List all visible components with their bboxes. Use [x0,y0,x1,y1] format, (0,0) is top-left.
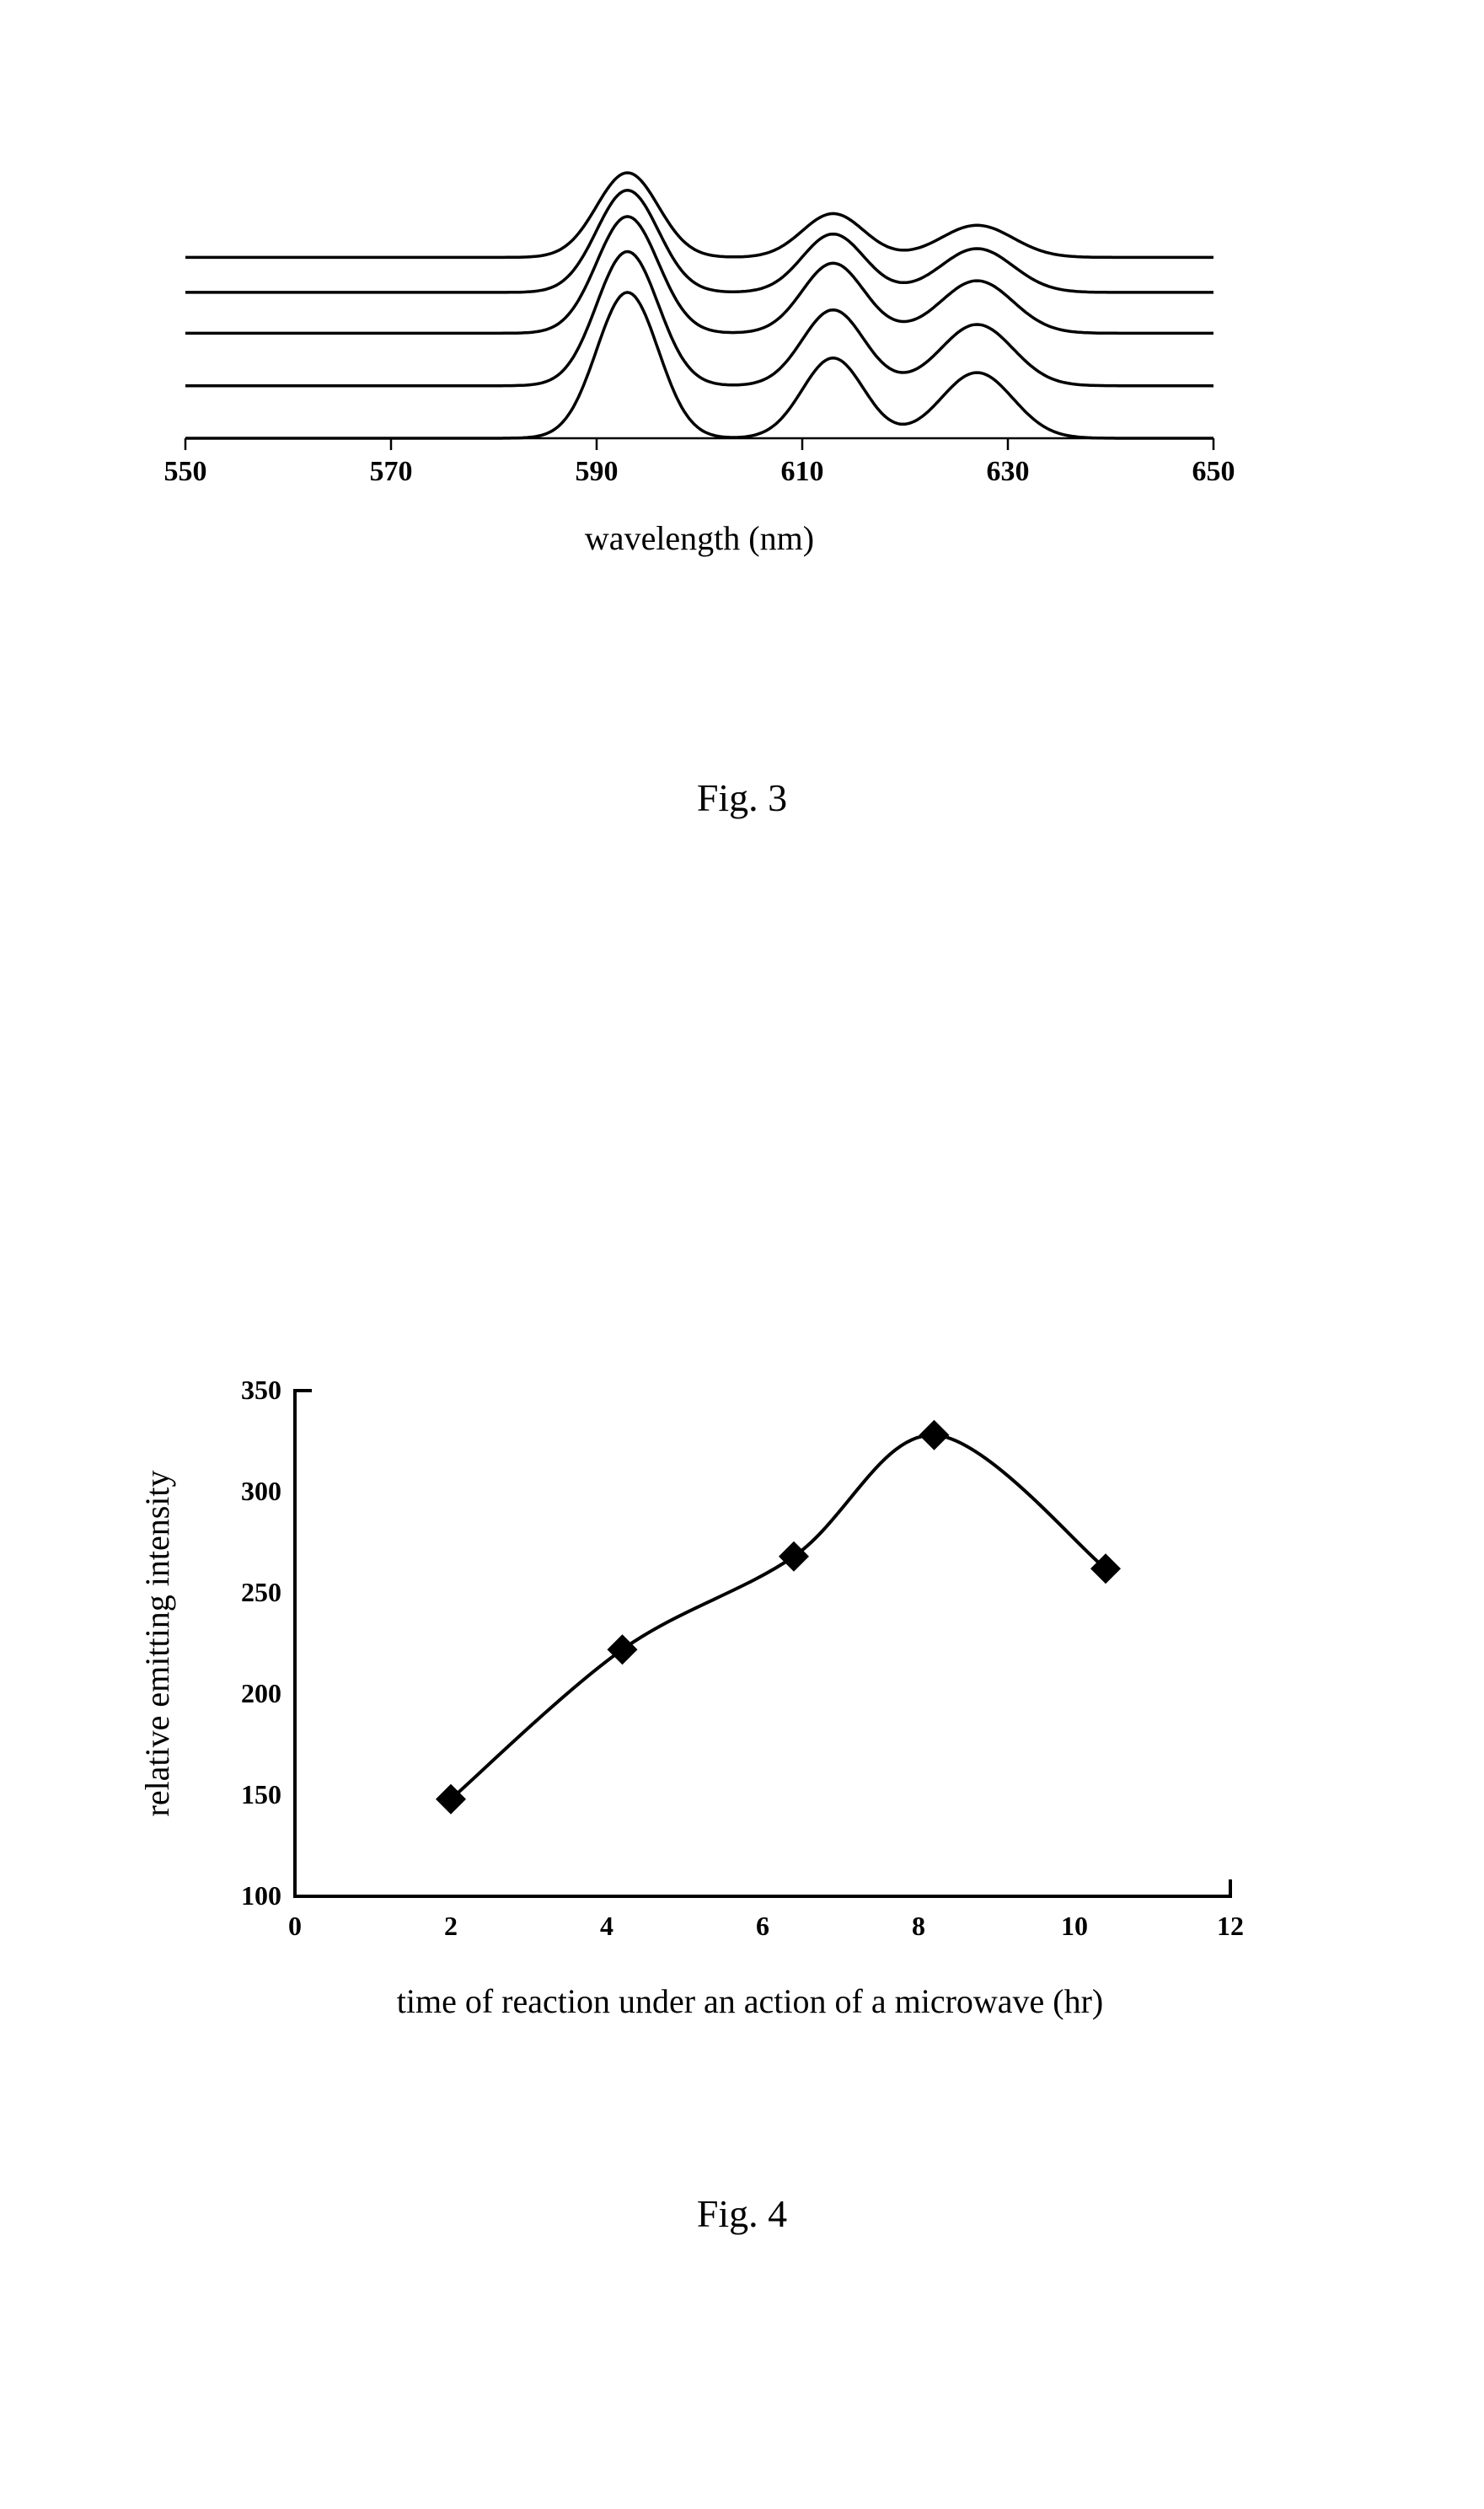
fig4-xlabel: time of reaction under an action of a mi… [126,1981,1264,2021]
svg-text:10: 10 [1061,1911,1088,1941]
svg-text:630: 630 [987,456,1030,487]
fig4-chart: 0 2 4 6 8 10 12 100 150 200 250 300 350 relative emit… [126,1365,1264,1972]
svg-text:100: 100 [241,1880,281,1911]
svg-text:590: 590 [576,456,619,487]
svg-text:570: 570 [370,456,413,487]
svg-text:4: 4 [600,1911,613,1941]
page: 550570590610630650 wavelength (nm) Fig. … [0,0,1484,2509]
svg-text:12: 12 [1217,1911,1244,1941]
svg-text:300: 300 [241,1476,281,1506]
fig3-container: 550 570 590 610 630 650 wavelength (nm) [152,51,1247,558]
svg-text:550: 550 [164,456,207,487]
svg-text:2: 2 [444,1911,458,1941]
svg-text:0: 0 [288,1911,302,1941]
svg-text:8: 8 [912,1911,925,1941]
svg-text:610: 610 [781,456,824,487]
svg-text:6: 6 [756,1911,769,1941]
svg-text:150: 150 [241,1779,281,1809]
svg-text:200: 200 [241,1678,281,1708]
fig3-chart: 550 570 590 610 630 650 [152,51,1247,506]
svg-text:250: 250 [241,1577,281,1607]
fig4-container: 0 2 4 6 8 10 12 100 150 200 250 300 350 relative emit… [126,1365,1264,2021]
fig4-caption: Fig. 4 [0,2191,1484,2236]
svg-text:relative emitting intensity: relative emitting intensity [138,1470,176,1816]
svg-text:650: 650 [1192,456,1235,487]
svg-text:350: 350 [241,1375,281,1405]
fig3-xlabel: wavelength (nm) [152,518,1247,558]
fig3-caption: Fig. 3 [0,775,1484,820]
